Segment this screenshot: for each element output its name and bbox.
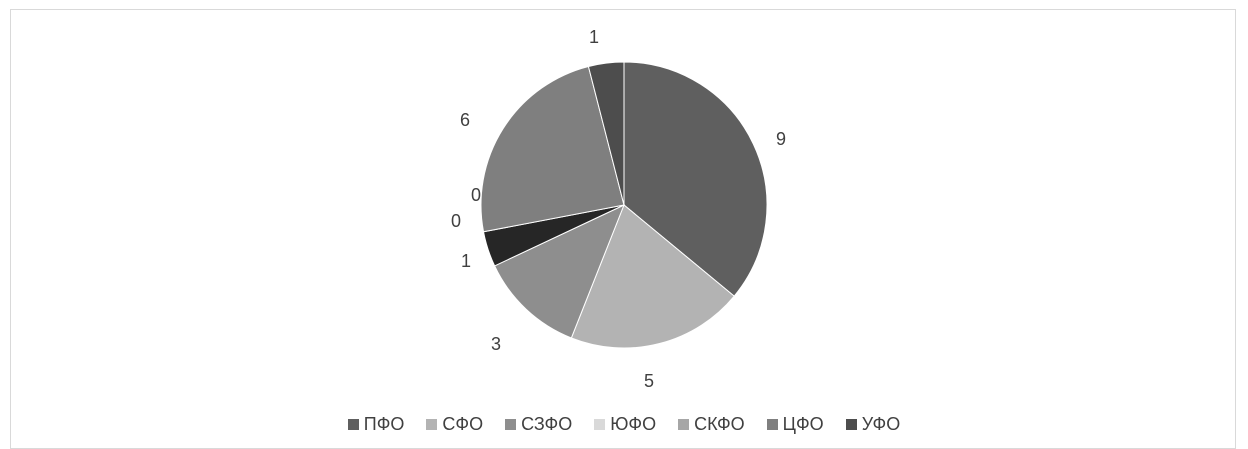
chart-legend: ПФО СФО СЗФО ЮФО СКФО ЦФО УФО bbox=[0, 413, 1248, 435]
legend-label: СЗФО bbox=[521, 414, 573, 434]
pie-slice-СЗФО bbox=[493, 204, 625, 339]
legend-item: ЮФО bbox=[594, 413, 656, 435]
data-label: 9 bbox=[776, 129, 786, 149]
legend-swatch bbox=[347, 418, 359, 430]
legend-label: ЮФО bbox=[610, 414, 657, 434]
legend-label: ЦФО bbox=[782, 414, 824, 434]
legend-label: УФО bbox=[861, 414, 901, 434]
data-label: 0 bbox=[451, 211, 461, 231]
legend-item: СФО bbox=[426, 413, 483, 435]
legend-label: СФО bbox=[442, 414, 484, 434]
legend-item: ЦФО bbox=[766, 413, 824, 435]
pie-slice-СФО bbox=[570, 204, 735, 349]
data-label: 6 bbox=[460, 110, 470, 130]
legend-item: УФО bbox=[845, 413, 901, 435]
legend-swatch bbox=[766, 418, 778, 430]
pie-slice-ПФО bbox=[623, 61, 768, 297]
data-label: 1 bbox=[461, 251, 471, 271]
legend-swatch bbox=[505, 418, 517, 430]
data-label: 0 bbox=[471, 185, 481, 205]
pie-slice-unlabeled-7 bbox=[587, 61, 625, 206]
legend-swatch bbox=[594, 418, 606, 430]
data-label: 1 bbox=[589, 27, 599, 47]
legend-swatch bbox=[426, 418, 438, 430]
legend-swatch bbox=[845, 418, 857, 430]
legend-item: СЗФО bbox=[505, 413, 572, 435]
data-label: 5 bbox=[644, 371, 654, 391]
legend-item: ПФО bbox=[347, 413, 405, 435]
legend-swatch bbox=[678, 418, 690, 430]
pie-slice-ЦФО bbox=[480, 65, 625, 233]
data-label: 3 bbox=[491, 334, 501, 354]
legend-item: СКФО bbox=[678, 413, 745, 435]
legend-label: ПФО bbox=[363, 414, 405, 434]
legend-label: СКФО bbox=[694, 414, 745, 434]
